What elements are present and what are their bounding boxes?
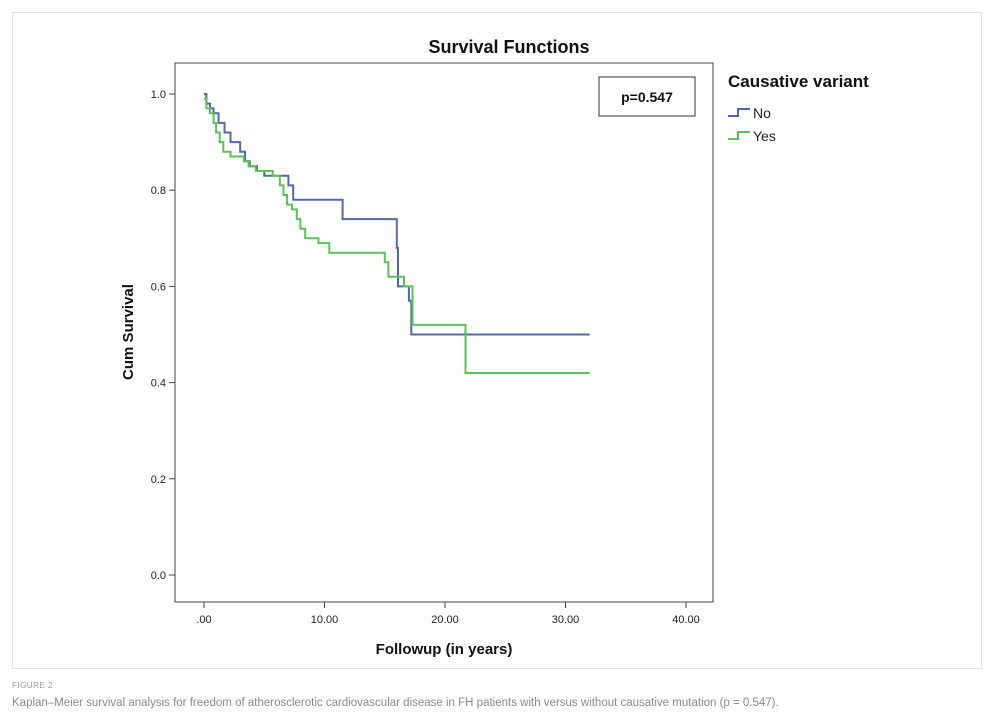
- figure-caption: Kaplan–Meier survival analysis for freed…: [12, 697, 779, 709]
- x-tick-label: 40.00: [672, 614, 700, 626]
- x-axis-label: Followup (in years): [376, 641, 513, 658]
- legend: Causative variant No Yes: [728, 72, 869, 144]
- y-tick-label: 0.0: [151, 570, 166, 582]
- series-layer: [204, 93, 590, 374]
- x-tick-label: 20.00: [431, 614, 459, 626]
- p-value-box: p=0.547: [598, 76, 696, 117]
- legend-swatch-no: [728, 108, 750, 117]
- y-axis-label: Cum Survival: [120, 284, 137, 380]
- y-tick-label: 1.0: [151, 89, 166, 101]
- x-tick-label: .00: [196, 614, 211, 626]
- y-tick-label: 0.4: [151, 378, 166, 390]
- chart-title: Survival Functions: [428, 37, 589, 57]
- x-axis: .00 10.00 20.00 30.00 40.00: [196, 602, 700, 626]
- p-value-annotation: p=0.547: [621, 89, 673, 105]
- plot-area: [174, 62, 714, 603]
- legend-title: Causative variant: [728, 72, 869, 91]
- legend-label-yes: Yes: [753, 128, 776, 144]
- x-tick-label: 30.00: [552, 614, 580, 626]
- legend-label-no: No: [753, 105, 771, 121]
- y-tick-label: 0.6: [151, 281, 166, 293]
- x-tick-label: 10.00: [311, 614, 339, 626]
- y-axis: 0.0 0.2 0.4 0.6 0.8 1.0: [151, 89, 175, 582]
- y-tick-label: 0.2: [151, 474, 166, 486]
- figure-label: FIGURE 2: [12, 681, 53, 690]
- series-line-yes: [204, 97, 590, 374]
- legend-swatch-yes: [728, 131, 750, 140]
- y-tick-label: 0.8: [151, 185, 166, 197]
